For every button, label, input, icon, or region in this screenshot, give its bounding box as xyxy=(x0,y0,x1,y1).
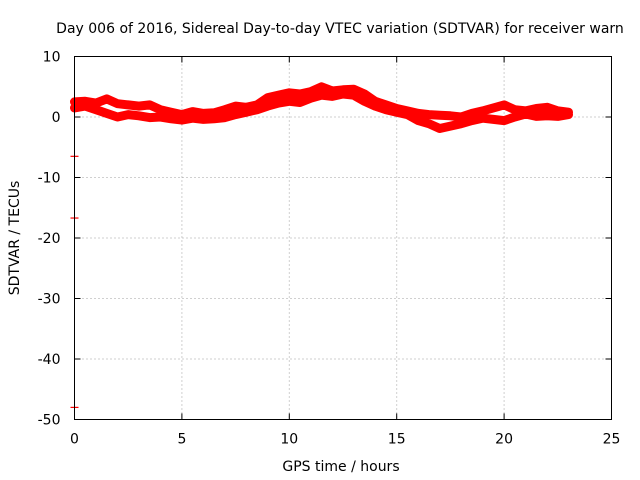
data-point xyxy=(381,105,390,114)
y-tick-label: 10 xyxy=(43,50,61,66)
data-point xyxy=(156,105,165,114)
data-point xyxy=(91,105,100,114)
data-point xyxy=(510,113,519,121)
data-point xyxy=(231,102,240,111)
y-tick-label: -30 xyxy=(38,292,61,308)
data-point xyxy=(263,102,272,111)
data-point xyxy=(424,110,433,119)
data-point xyxy=(543,111,552,120)
y-axis-label: SDTVAR / TECUs xyxy=(7,181,23,296)
x-axis-label: GPS time / hours xyxy=(282,459,399,475)
data-point xyxy=(285,88,294,97)
data-point xyxy=(199,115,208,124)
data-point xyxy=(167,114,176,123)
x-tick-label: 5 xyxy=(177,432,186,448)
data-point xyxy=(188,114,197,123)
data-point xyxy=(446,122,455,131)
data-point xyxy=(306,94,315,103)
data-point xyxy=(113,99,122,108)
data-point xyxy=(392,108,401,117)
data-point xyxy=(371,102,380,111)
data-point xyxy=(360,97,369,106)
y-tick-label: 0 xyxy=(52,110,61,126)
data-point xyxy=(156,113,165,121)
data-point xyxy=(242,108,251,117)
data-point xyxy=(124,100,133,109)
x-tick-label: 0 xyxy=(70,432,79,448)
data-point xyxy=(543,103,552,112)
x-tick-label: 25 xyxy=(603,432,621,448)
data-series xyxy=(70,82,573,408)
chart-title: Day 006 of 2016, Sidereal Day-to-day VTE… xyxy=(56,21,624,37)
data-point xyxy=(231,110,240,119)
data-point xyxy=(532,112,541,121)
data-point xyxy=(220,113,229,122)
y-tick-label: -10 xyxy=(38,171,61,187)
data-point xyxy=(134,111,143,120)
data-point xyxy=(285,97,294,106)
data-point xyxy=(467,116,476,125)
axis-ticks xyxy=(74,56,612,420)
tick-labels: 0 5 10 15 20 25 10 0 -10 -20 -30 -40 -50 xyxy=(38,50,621,448)
data-point xyxy=(274,99,283,108)
data-point xyxy=(446,111,455,120)
data-point xyxy=(478,106,487,115)
data-point xyxy=(478,114,487,123)
data-point xyxy=(435,111,444,120)
data-point xyxy=(403,110,412,119)
data-point xyxy=(102,109,111,118)
data-point xyxy=(564,110,573,119)
data-point xyxy=(263,93,272,102)
data-point xyxy=(424,119,433,128)
y-tick-label: -40 xyxy=(38,352,61,368)
x-tick-label: 15 xyxy=(388,432,406,448)
data-point xyxy=(102,94,111,103)
data-point xyxy=(489,103,498,112)
data-point xyxy=(220,105,229,114)
data-point xyxy=(274,91,283,100)
data-point xyxy=(296,98,305,107)
data-point xyxy=(317,82,326,91)
data-point xyxy=(532,104,541,113)
data-point xyxy=(177,116,186,125)
data-point xyxy=(317,91,326,100)
data-point xyxy=(500,116,509,125)
data-point xyxy=(124,110,133,119)
data-point xyxy=(81,102,90,111)
data-point xyxy=(253,105,262,114)
data-point xyxy=(145,100,154,109)
data-point xyxy=(489,115,498,124)
x-tick-label: 20 xyxy=(495,432,513,448)
data-point xyxy=(349,91,358,100)
data-point xyxy=(414,116,423,125)
data-point xyxy=(553,112,562,121)
data-point xyxy=(296,90,305,99)
y-tick-label: -50 xyxy=(38,413,61,429)
data-point xyxy=(339,90,347,99)
data-point xyxy=(500,100,509,109)
y-tick-label: -20 xyxy=(38,231,61,247)
data-point xyxy=(457,119,466,128)
data-point xyxy=(210,114,219,123)
data-point xyxy=(113,113,122,121)
data-point xyxy=(435,124,444,133)
data-point xyxy=(328,92,337,101)
x-tick-label: 10 xyxy=(280,432,298,448)
data-point xyxy=(145,113,154,122)
data-point xyxy=(521,109,530,118)
data-point xyxy=(134,102,143,111)
